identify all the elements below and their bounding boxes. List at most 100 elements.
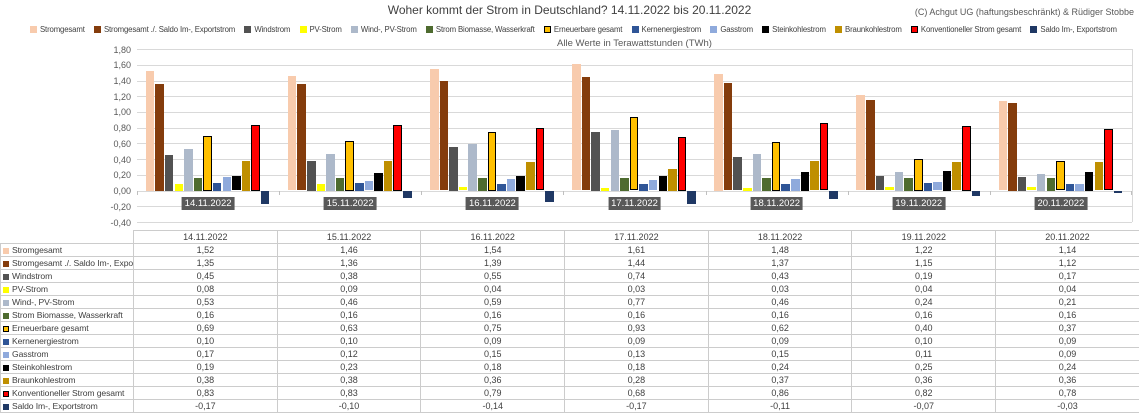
bar (193, 178, 203, 191)
table-series-label: Stromgesamt ./. Saldo Im-, Exportstrom (0, 256, 134, 270)
table-value-cell: 0,16 (707, 308, 853, 322)
bar (998, 100, 1008, 191)
bar (1056, 161, 1065, 191)
y-axis-tick-label: 0,80 (113, 123, 131, 134)
bar (1084, 171, 1094, 191)
table-series-name: Gasstrom (12, 349, 49, 359)
legend-item-label: Wind-, PV-Strom (360, 24, 417, 34)
legend-item: Stromgesamt (30, 25, 85, 34)
bar (1008, 102, 1017, 191)
table-value-cell: 0,18 (420, 360, 566, 374)
bar (933, 181, 942, 191)
legend-item-label: Steinkohlestrom (772, 24, 826, 34)
table-value-cell: 0,13 (564, 347, 709, 361)
table-date-header: 20.11.2022 (995, 230, 1139, 244)
category-axis-tick (706, 190, 707, 195)
table-row: Stromgesamt 1,52 1,46 1,54 1,61 1,48 1,22 1,14 (0, 243, 1139, 257)
table-series-name: Steinkohlestrom (12, 362, 73, 372)
bar (723, 82, 733, 191)
bar (687, 190, 696, 204)
bar (403, 190, 412, 199)
table-value-cell: 0,77 (564, 295, 709, 309)
table-value-cell: 0,43 (707, 269, 853, 283)
bar (600, 188, 610, 191)
bar (355, 182, 364, 191)
table-value-cell: 0,93 (564, 321, 709, 335)
table-value-cell: 0,09 (995, 347, 1139, 361)
table-value-cell: 0,10 (276, 334, 422, 348)
table-value-cell: 1,39 (420, 256, 566, 270)
legend-item: Erneuerbare gesamt (543, 25, 622, 34)
table-value-cell: 0,04 (851, 282, 997, 296)
table-value-cell: 0,75 (420, 321, 566, 335)
bar (316, 183, 326, 191)
table-series-label: Wind-, PV-Strom (0, 295, 134, 309)
table-value-cell: -0,17 (133, 399, 278, 413)
category-label: 19.11.2022 (892, 196, 946, 210)
bar (1036, 174, 1046, 191)
table-series-label: Strom Biomasse, Wasserkraft (0, 308, 134, 322)
table-value-cell: 0,23 (276, 360, 422, 374)
table-value-cell: 0,24 (707, 360, 853, 374)
category-axis-tick (279, 190, 280, 195)
legend-item: PV-Strom (299, 25, 342, 34)
bar (771, 141, 781, 191)
table-value-cell: 0,24 (851, 295, 997, 309)
table-value-cell: 1,36 (276, 256, 422, 270)
legend-item-label: Windstrom (254, 24, 291, 34)
table-row: Wind-, PV-Strom 0,53 0,46 0,59 0,77 0,46 0,24 0… (0, 295, 1139, 309)
table-value-cell: 0,36 (420, 373, 566, 387)
table-row: Steinkohlestrom 0,19 0,23 0,18 0,18 0,24 0,25 0… (0, 360, 1139, 374)
bar (733, 156, 742, 191)
table-value-cell: 0,79 (420, 386, 566, 400)
table-series-label: Gasstrom (0, 347, 134, 361)
table-value-cell: 0,16 (995, 308, 1139, 322)
bar (1046, 178, 1056, 191)
legend-item: Saldo Im-, Exportstrom (1030, 25, 1117, 34)
category-label: 16.11.2022 (465, 196, 519, 210)
legend-swatch-icon (543, 25, 551, 33)
table-value-cell: 0,16 (276, 308, 422, 322)
y-axis-tick-label: 1,00 (113, 107, 131, 118)
table-series-swatch-icon (3, 390, 9, 397)
table-value-cell: 1,37 (707, 256, 853, 270)
table-value-cell: 0,15 (707, 347, 853, 361)
legend-item: Kernenergiestrom (631, 25, 701, 34)
copyright-note: (C) Achgut UG (haftungsbeschränkt) & Rüd… (914, 7, 1134, 17)
table-row: Braunkohlestrom 0,38 0,38 0,36 0,28 0,37 0,36 0… (0, 373, 1139, 387)
table-value-cell: 0,11 (851, 347, 997, 361)
y-gridline (137, 222, 1132, 223)
table-value-cell: 0,45 (133, 269, 278, 283)
bar (383, 160, 393, 191)
bar (307, 160, 316, 191)
bar (393, 125, 402, 191)
table-value-cell: 0,08 (133, 282, 278, 296)
y-axis-tick-label: 0,20 (113, 170, 131, 181)
bar (251, 125, 260, 191)
bar (212, 182, 222, 191)
legend-swatch-icon (835, 25, 843, 33)
legend-item-label: Gasstrom (720, 24, 753, 34)
bar (287, 75, 297, 191)
legend-swatch-icon (710, 25, 718, 33)
bar (335, 178, 345, 191)
table-value-cell: 1,54 (420, 243, 566, 257)
legend-item-label: Stromgesamt ./. Saldo Im-, Exportstrom (103, 24, 236, 34)
legend-item: Strom Biomasse, Wasserkraft (425, 25, 535, 34)
bar (572, 63, 581, 191)
bar (677, 137, 687, 191)
table-row: Gasstrom 0,17 0,12 0,15 0,13 0,15 0,11 0,09 (0, 347, 1139, 361)
bar (1113, 190, 1123, 193)
bar (145, 71, 155, 191)
table-row: Konventioneller Strom gesamt 0,83 0,83 0,79… (0, 386, 1139, 400)
data-table: 14.11.2022 15.11.2022 16.11.2022 17.11.2022… (0, 230, 1139, 413)
table-series-label: Saldo Im-, Exportstrom (0, 399, 134, 413)
y-axis-tick-label: 0,60 (113, 138, 131, 149)
bar (658, 176, 668, 191)
bar (374, 172, 383, 191)
chart-legend: Stromgesamt Stromgesamt ./. Saldo Im-, Ex… (30, 23, 1117, 35)
table-series-name: Konventioneller Strom gesamt (12, 388, 125, 398)
bar (155, 84, 164, 191)
category-axis-tick (421, 190, 422, 195)
table-value-cell: 0,09 (707, 334, 853, 348)
